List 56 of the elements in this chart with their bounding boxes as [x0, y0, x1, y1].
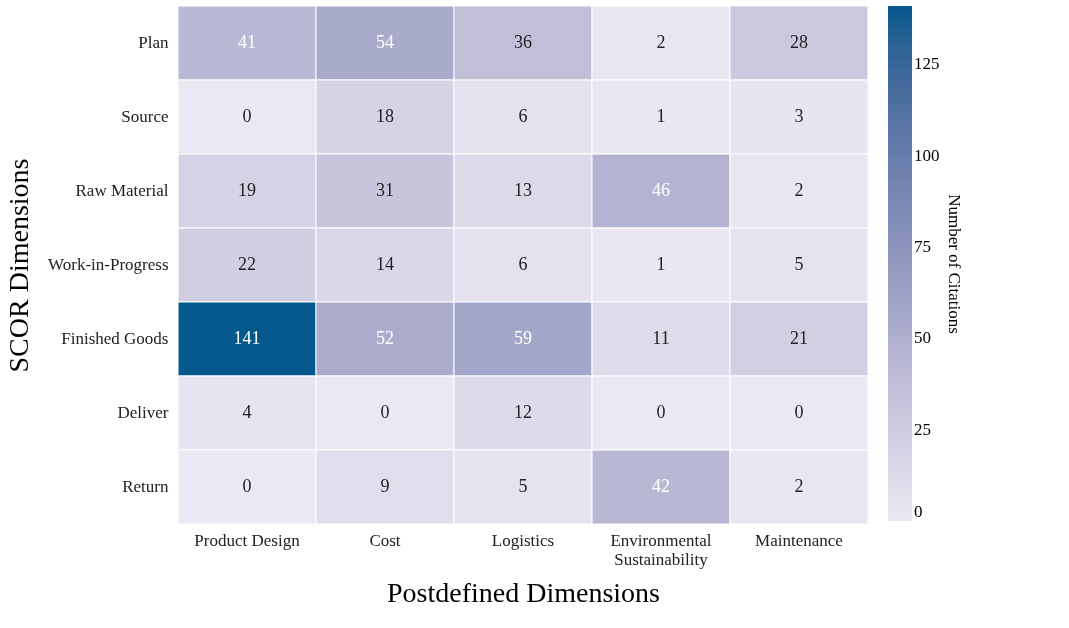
y-tick-label: Plan: [138, 33, 169, 52]
data-label: 42: [652, 476, 670, 496]
data-label: 22: [238, 254, 256, 274]
color-bar-label: 100: [914, 145, 940, 165]
data-label: 59: [514, 328, 532, 348]
data-label: 1: [656, 106, 666, 126]
data-label: 41: [238, 32, 256, 52]
data-label: 9: [380, 476, 390, 496]
data-label: 13: [514, 180, 532, 200]
data-label: 14: [376, 254, 394, 274]
x-tick-label: Logistics: [491, 530, 555, 550]
color-bar-label: 125: [914, 54, 940, 74]
data-label: 46: [652, 180, 670, 200]
data-label: 18: [376, 106, 394, 126]
data-label: 0: [656, 402, 666, 422]
data-label: 36: [514, 32, 532, 52]
y-axis-title: SCOR Dimensions: [3, 158, 35, 373]
x-tick-label: Product Design: [194, 530, 301, 550]
data-label: 31: [376, 180, 394, 200]
data-label: 54: [376, 32, 394, 52]
data-label: 19: [238, 180, 256, 200]
data-label: 0: [794, 402, 804, 422]
data-label: 4: [242, 402, 252, 422]
data-label: 12: [514, 402, 532, 422]
data-label: 5: [518, 476, 528, 496]
y-tick-label: Raw Material: [75, 181, 169, 200]
color-bar-label: 75: [914, 237, 931, 257]
y-tick-label: Deliver: [117, 403, 169, 422]
color-bar-title: Number of Citations: [945, 194, 964, 334]
color-bar-label: 25: [914, 419, 931, 439]
data-label: 6: [518, 106, 528, 126]
data-label: 52: [376, 328, 394, 348]
y-tick-label: Work-in-Progress: [48, 255, 169, 274]
data-label: 6: [518, 254, 528, 274]
y-tick-label: Return: [122, 477, 169, 496]
data-label: 0: [242, 476, 252, 496]
data-label: 0: [380, 402, 390, 422]
y-tick-label: Finished Goods: [61, 329, 169, 348]
data-label: 2: [794, 180, 804, 200]
data-label: 21: [790, 328, 808, 348]
x-tick-label: Cost: [369, 530, 401, 550]
x-axis-title: Postdefined Dimensions: [387, 576, 660, 608]
data-label: 28: [790, 32, 808, 52]
y-tick-label: Source: [121, 107, 169, 126]
color-bar-label: 0: [914, 502, 923, 521]
color-bar-label: 50: [914, 328, 931, 348]
data-label: 0: [242, 106, 252, 126]
data-label: 1: [656, 254, 666, 274]
data-label: 11: [652, 328, 670, 348]
x-tick-label: Environmental Sustainability: [610, 530, 712, 569]
data-label: 3: [794, 106, 804, 126]
data-label: 5: [794, 254, 804, 274]
data-label: 2: [794, 476, 804, 496]
data-label: 141: [233, 328, 261, 348]
x-tick-label: Maintenance: [755, 530, 843, 550]
data-label: 2: [656, 32, 666, 52]
